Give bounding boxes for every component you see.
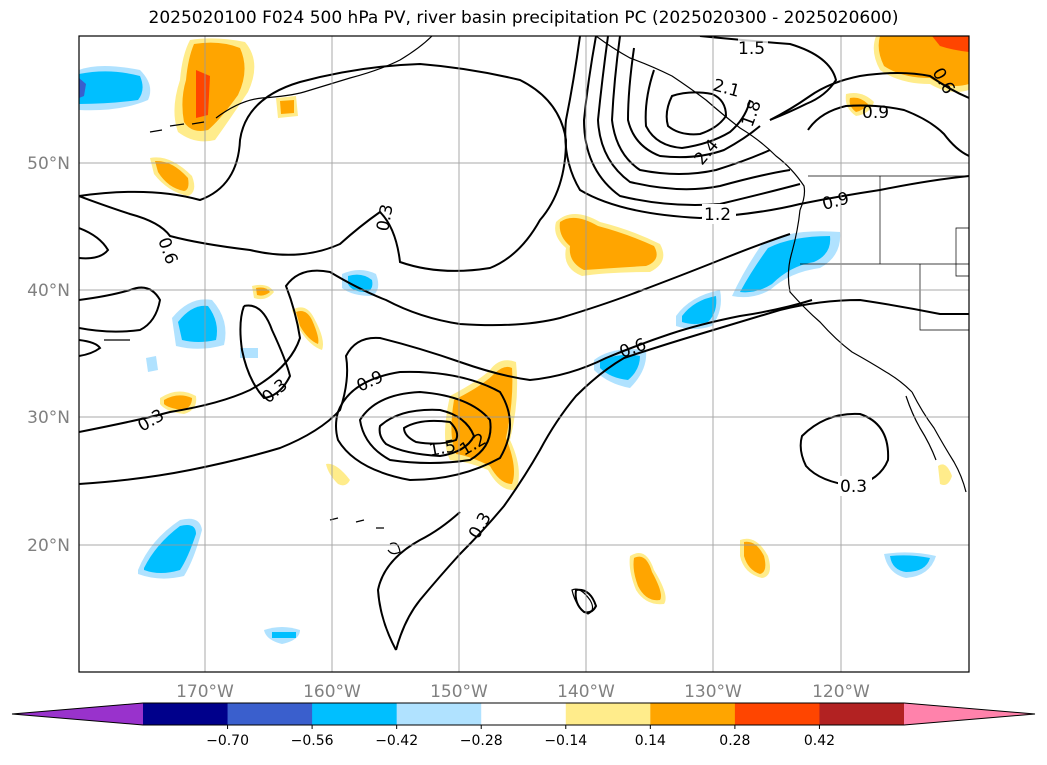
colorbar-tick-label: −0.70 xyxy=(206,733,249,749)
colorbar-tick-label: −0.28 xyxy=(460,733,503,749)
contour-label: 0.3 xyxy=(373,203,397,233)
map-frame xyxy=(78,35,970,673)
colorbar-segment xyxy=(312,703,398,725)
lat-label: 30°N xyxy=(27,408,70,428)
pv-contours xyxy=(79,36,969,651)
map-title: 2025020100 F024 500 hPa PV, river basin … xyxy=(148,8,899,28)
precip-shading xyxy=(79,36,969,644)
contour-label: 1.5 xyxy=(738,39,765,59)
borders xyxy=(800,175,969,331)
contour-label: 0.6 xyxy=(153,235,181,267)
colorbar-tick-label: −0.42 xyxy=(375,733,418,749)
contour-label: 0.3 xyxy=(840,477,867,497)
latitude-labels: 50°N 40°N 30°N 20°N xyxy=(27,154,70,556)
colorbar-segment xyxy=(396,703,482,725)
colorbar-segment xyxy=(481,703,567,725)
colorbar-tick-label: 0.28 xyxy=(719,733,750,749)
lon-label: 120°W xyxy=(812,682,870,702)
colorbar-tick-label: 0.42 xyxy=(804,733,835,749)
colorbar-extend-max xyxy=(904,703,1035,725)
lon-label: 170°W xyxy=(176,682,234,702)
contour-label: 1.5 xyxy=(427,437,457,461)
colorbar-segment xyxy=(143,703,229,725)
lat-label: 40°N xyxy=(27,281,70,301)
lon-label: 130°W xyxy=(684,682,742,702)
contour-label: 2.1 xyxy=(711,76,742,102)
contour-label: 1.8 xyxy=(738,97,766,129)
colorbar-outline xyxy=(11,702,1036,726)
contour-label: 1.2 xyxy=(704,205,731,225)
coastlines xyxy=(104,36,967,615)
lat-label: 50°N xyxy=(27,154,70,174)
colorbar-extend-min xyxy=(12,703,143,725)
contour-label: 2.4 xyxy=(691,136,724,170)
colorbar-segment xyxy=(650,703,736,725)
colorbar-tick-label: −0.56 xyxy=(291,733,334,749)
colorbar-segment xyxy=(819,703,905,725)
contour-label: 0.3 xyxy=(465,509,496,542)
colorbar-segment xyxy=(734,703,820,725)
lat-label: 20°N xyxy=(27,536,70,556)
colorbar-segment xyxy=(227,703,313,725)
contour-label: 0.9 xyxy=(820,189,851,215)
lon-label: 160°W xyxy=(303,682,361,702)
colorbar-segment xyxy=(565,703,651,725)
lon-label: 150°W xyxy=(430,682,488,702)
graticule xyxy=(79,36,969,672)
lon-label: 140°W xyxy=(557,682,615,702)
contour-label: 0.9 xyxy=(862,103,889,123)
colorbar: −0.70 −0.56 −0.42 −0.28 −0.14 0.14 0.28 0.42 xyxy=(11,702,1036,749)
map-area: 1.5 2.1 1.8 2.4 1.2 0.9 0.6 0.3 0.6 0.3 … xyxy=(79,36,969,672)
contour-label: 0.9 xyxy=(354,367,387,397)
longitude-labels: 170°W 160°W 150°W 140°W 130°W 120°W xyxy=(176,682,870,702)
contour-label: 0.3 xyxy=(135,405,168,436)
colorbar-tick-label: −0.14 xyxy=(544,733,587,749)
colorbar-tick-label: 0.14 xyxy=(635,733,666,749)
